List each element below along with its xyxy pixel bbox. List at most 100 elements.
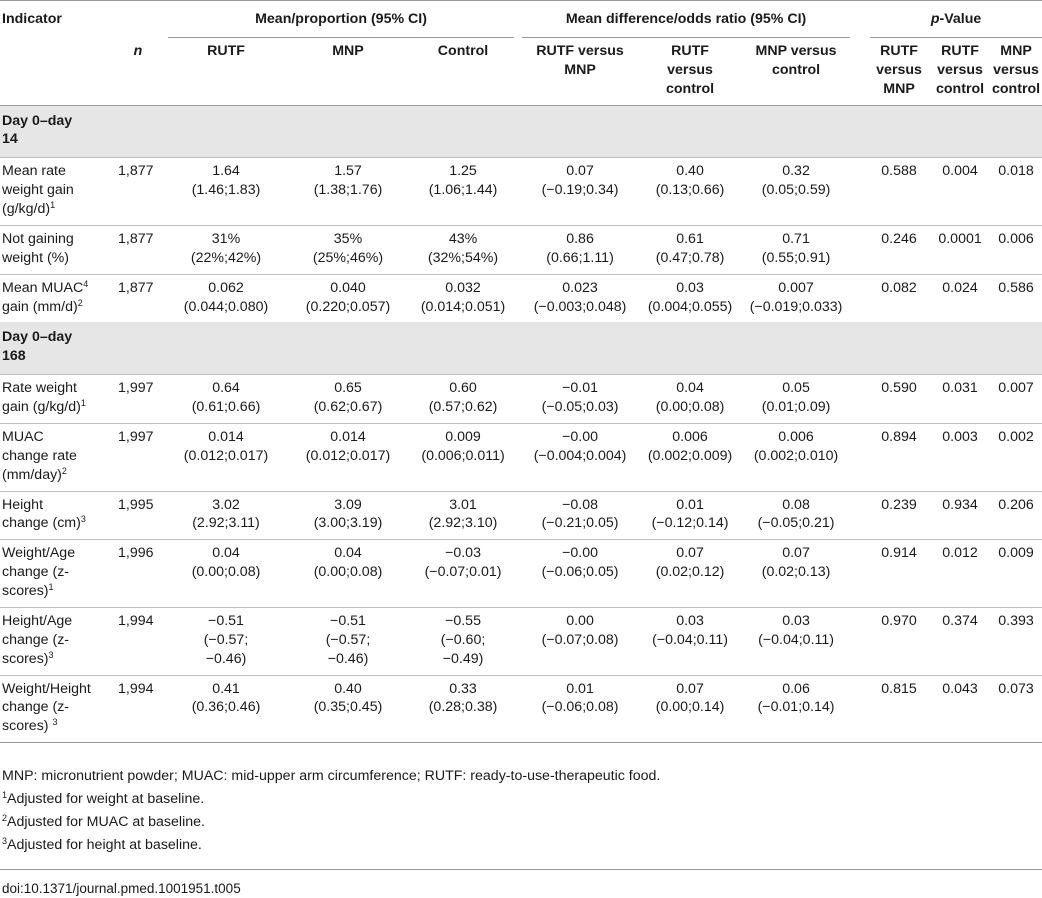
rutf-vs-control-value: 0.40 (0.13;0.66) [642,157,739,226]
rutf-vs-control-value: 0.04 (0.00;0.08) [642,374,739,424]
indicator-label: Weight/Age change (z-scores)1 [0,539,112,608]
mnp-vs-control-value: 0.06 (−0.01;0.14) [738,674,855,744]
p-mnp-vs-control: 0.007 [990,374,1042,424]
mnp-vs-control-value: 0.71 (0.55;0.91) [738,224,855,275]
control-value: 1.25 (1.06;1.44) [408,157,519,226]
p-rutf-vs-mnp: 0.239 [854,490,931,540]
p-rutf-vs-mnp: 0.246 [854,224,931,275]
rutf-value: −0.51 (−0.57; −0.46) [164,606,288,675]
p-rutf-vs-control: 0.0001 [930,224,991,275]
control-value: 0.009 (0.006;0.011) [408,422,519,491]
rutf-vs-mnp-value: 0.00 (−0.07;0.08) [518,606,643,675]
table-row: Height change (cm)3 1,995 3.02 (2.92;3.11) 3.… [0,490,1042,540]
p-rutf-vs-control: 0.374 [930,606,991,675]
rutf-value: 31% (22%;42%) [164,224,288,275]
control-value: 0.33 (0.28;0.38) [408,674,519,744]
indicator-label: MUAC change rate (mm/day)2 [0,422,112,491]
header-rutf-vs-control: RUTF versus control [665,42,715,97]
p-rutf-vs-mnp: 0.970 [854,606,931,675]
section-header-row: Day 0–day 168 [0,322,1042,375]
mnp-vs-control-value: 0.08 (−0.05;0.21) [738,490,855,540]
mnp-value: 0.040 (0.220;0.057) [288,273,408,323]
table-row: Mean MUAC4 gain (mm/d)2 1,877 0.062 (0.044;0… [0,273,1042,323]
rutf-value: 0.014 (0.012;0.017) [164,422,288,491]
rutf-vs-mnp-value: 0.023 (−0.003;0.048) [518,273,643,323]
footnote-2: 2Adjusted for MUAC at baseline. [2,812,205,830]
header-rutf: RUTF [207,42,245,59]
control-value: −0.55 (−0.60; −0.49) [408,606,519,675]
section-title: Day 0–day 168 [0,322,112,375]
mnp-value: 0.04 (0.00;0.08) [288,539,408,608]
p-rutf-vs-control: 0.031 [930,374,991,424]
rutf-vs-control-value: 0.07 (0.00;0.14) [642,674,739,744]
header-mnp: MNP [332,42,364,59]
rutf-vs-control-value: 0.61 (0.47;0.78) [642,224,739,275]
results-table: Indicator Mean/proportion (95% CI) Mean … [0,0,1042,744]
abbreviations-note: MNP: micronutrient powder; MUAC: mid-upp… [2,768,661,785]
mnp-vs-control-value: 0.32 (0.05;0.59) [738,157,855,226]
indicator-label: Weight/Height change (z-scores) 3 [0,674,112,744]
table-row: Height/Age change (z-scores)3 1,994 −0.51 (−… [0,606,1042,675]
p-rutf-vs-mnp: 0.590 [854,374,931,424]
table-notes: MNP: micronutrient powder; MUAC: mid-upp… [0,743,1042,855]
p-rutf-vs-control: 0.003 [930,422,991,491]
doi-link[interactable]: doi:10.1371/journal.pmed.1001951.t005 [0,868,1042,898]
mnp-value: 3.09 (3.00;3.19) [288,490,408,540]
p-rutf-vs-mnp: 0.082 [854,273,931,323]
indicator-label: Not gaining weight (%) [0,224,112,275]
header-rutf-vs-mnp: RUTF versus MNP [536,42,624,78]
p-rutf-vs-control: 0.012 [930,539,991,608]
rutf-value: 0.062 (0.044;0.080) [164,273,288,323]
n-value: 1,995 [112,490,164,540]
table-row: Weight/Height change (z-scores) 3 1,994 0.4… [0,674,1042,744]
rutf-vs-mnp-value: 0.07 (−0.19;0.34) [518,157,643,226]
mnp-value: 0.014 (0.012;0.017) [288,422,408,491]
rutf-vs-mnp-value: −0.00 (−0.06;0.05) [518,539,643,608]
mnp-value: 0.40 (0.35;0.45) [288,674,408,744]
mnp-vs-control-value: 0.03 (−0.04;0.11) [738,606,855,675]
p-mnp-vs-control: 0.018 [990,157,1042,226]
table-row: MUAC change rate (mm/day)2 1,997 0.014 (0.012… [0,422,1042,491]
p-mnp-vs-control: 0.006 [990,224,1042,275]
rutf-value: 0.64 (0.61;0.66) [164,374,288,424]
control-value: 43% (32%;54%) [408,224,519,275]
n-value: 1,877 [112,273,164,323]
table-row: Mean rate weight gain (g/kg/d)1 1,877 1.64 (1… [0,157,1042,226]
n-value: 1,997 [112,422,164,491]
rutf-vs-control-value: 0.03 (0.004;0.055) [642,273,739,323]
p-mnp-vs-control: 0.009 [990,539,1042,608]
table-row: Weight/Age change (z-scores)1 1,996 0.04 (0.… [0,539,1042,608]
footnote-3: 3Adjusted for height at baseline. [2,835,202,853]
rutf-value: 0.04 (0.00;0.08) [164,539,288,608]
control-value: −0.03 (−0.07;0.01) [408,539,519,608]
p-mnp-vs-control: 0.002 [990,422,1042,491]
rutf-vs-mnp-value: 0.01 (−0.06;0.08) [518,674,643,744]
header-p-rutf-vs-control: RUTF versus control [936,42,985,97]
header-control: Control [437,42,489,59]
footnote-1: 1Adjusted for weight at baseline. [2,790,205,808]
p-mnp-vs-control: 0.393 [990,606,1042,675]
header-p-value: p-Value [854,1,1042,38]
p-rutf-vs-control: 0.024 [930,273,991,323]
section-header-row: Day 0–day 14 [0,105,1042,158]
indicator-label: Height/Age change (z-scores)3 [0,606,112,675]
n-value: 1,994 [112,606,164,675]
header-mean-difference: Mean difference/odds ratio (95% CI) [518,1,854,38]
header-p-rutf-vs-mnp: RUTF versus MNP [876,42,922,97]
p-mnp-vs-control: 0.073 [990,674,1042,744]
p-rutf-vs-mnp: 0.894 [854,422,931,491]
rutf-value: 1.64 (1.46;1.83) [164,157,288,226]
mnp-vs-control-value: 0.007 (−0.019;0.033) [738,273,855,323]
p-rutf-vs-control: 0.004 [930,157,991,226]
n-value: 1,997 [112,374,164,424]
p-rutf-vs-mnp: 0.815 [854,674,931,744]
p-rutf-vs-mnp: 0.914 [854,539,931,608]
header-indicator: Indicator [2,11,62,27]
rutf-vs-control-value: 0.006 (0.002;0.009) [642,422,739,491]
n-value: 1,877 [112,157,164,226]
rutf-vs-mnp-value: −0.00 (−0.004;0.004) [518,422,643,491]
rutf-vs-mnp-value: 0.86 (0.66;1.11) [518,224,643,275]
header-mean-proportion: Mean/proportion (95% CI) [164,1,518,38]
rutf-vs-control-value: 0.01 (−0.12;0.14) [642,490,739,540]
n-value: 1,996 [112,539,164,608]
